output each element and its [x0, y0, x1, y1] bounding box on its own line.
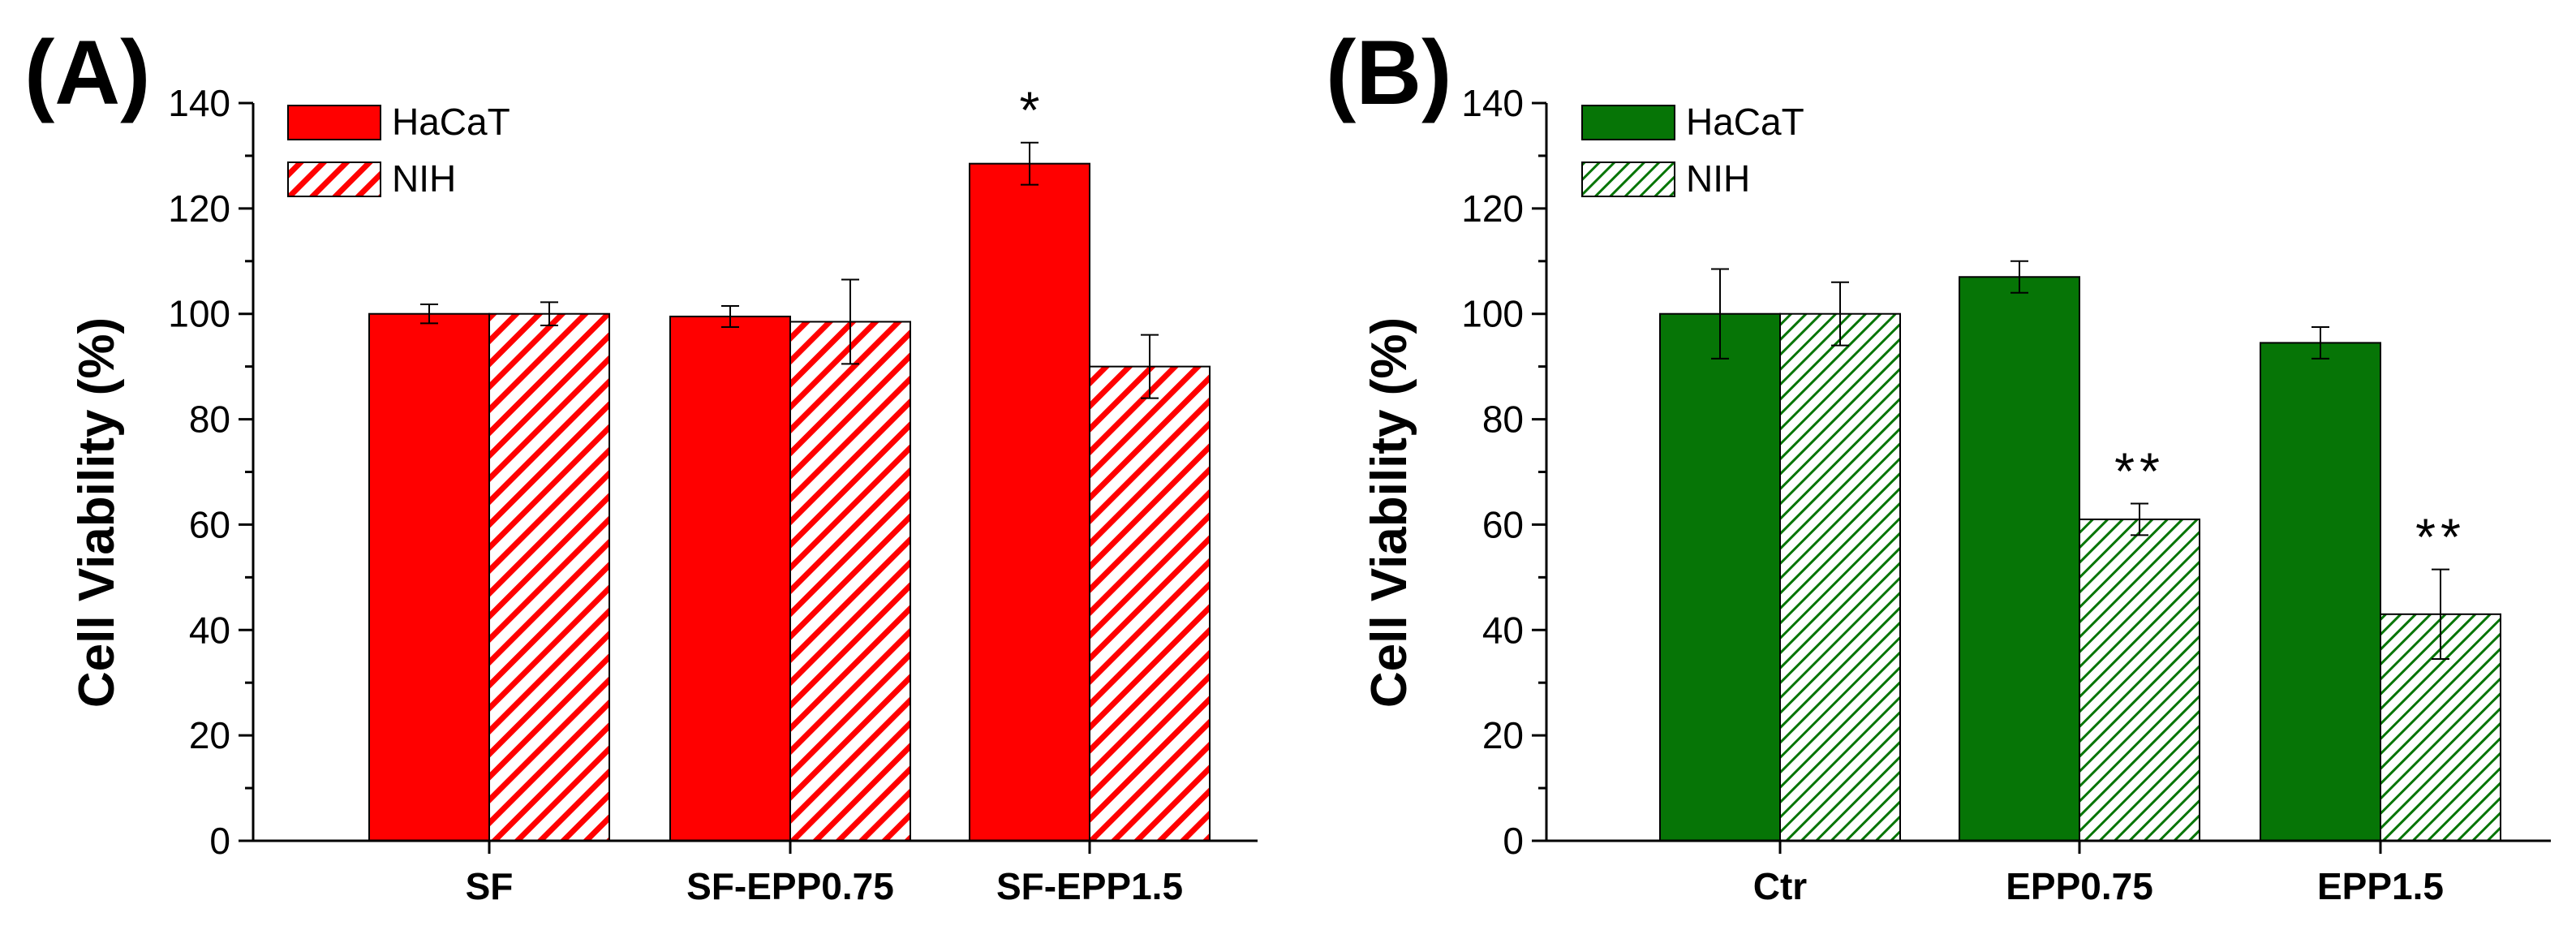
chart-panel-b: (B) ** ** 0 20 40 60 80 100 120 140 Ctr EPP0.75 EPP1.…	[1326, 22, 2551, 907]
y-tick-label: 60	[189, 503, 230, 545]
significance-marker: **	[2415, 508, 2466, 566]
panel-label: (A)	[24, 22, 150, 123]
legend-swatch-hacat	[287, 105, 381, 140]
error-bar	[1021, 141, 1039, 186]
error-bar	[540, 301, 558, 326]
error-bar	[841, 278, 859, 365]
y-tick-label: 0	[1503, 820, 1524, 862]
x-category-label: EPP0.75	[2006, 865, 2153, 907]
chart-panel-a: (A) * 0 20 40 60 80 100 120 140 SF SF-EPP0.75 SF-EPP…	[24, 22, 1258, 907]
error-bar	[1141, 334, 1159, 399]
y-tick-label: 20	[1482, 714, 1524, 756]
bar-hacat-1	[1959, 276, 2080, 842]
error-bar	[2010, 260, 2028, 294]
y-tick-label: 40	[1482, 609, 1524, 651]
legend-swatch-hacat	[1581, 105, 1675, 140]
legend: HaCaT NIH	[1581, 101, 1804, 200]
legend: HaCaT NIH	[287, 101, 510, 200]
bar-hacat-0	[368, 312, 490, 842]
error-bar	[721, 304, 739, 328]
y-axis-label: Cell Viability (%)	[69, 317, 125, 708]
error-bar	[2131, 502, 2148, 536]
error-bar	[2312, 325, 2329, 360]
bar-nih-1	[789, 321, 911, 842]
y-tick-label: 80	[189, 398, 230, 441]
legend-label-hacat: HaCaT	[1686, 101, 1804, 143]
panel-label: (B)	[1326, 22, 1451, 123]
significance-marker: **	[2114, 441, 2165, 500]
bar-nih-0	[1779, 312, 1901, 842]
bar-hacat-1	[669, 315, 791, 842]
y-tick-label: 80	[1482, 398, 1524, 441]
y-tick-label: 20	[189, 714, 230, 756]
bar-nih-1	[2079, 518, 2200, 842]
legend-swatch-nih	[287, 162, 381, 197]
y-tick-label: 40	[189, 609, 230, 651]
error-bar	[420, 304, 438, 325]
legend-label-nih: NIH	[1686, 157, 1750, 200]
y-tick-label: 120	[168, 187, 230, 230]
bar-hacat-2	[2260, 342, 2381, 842]
y-tick-label: 140	[1461, 82, 1524, 124]
y-axis-label: Cell Viability (%)	[1361, 317, 1417, 708]
bar-nih-0	[488, 312, 610, 842]
x-category-label: Ctr	[1753, 865, 1808, 907]
legend-label-hacat: HaCaT	[392, 101, 510, 143]
y-tick-label: 0	[209, 820, 230, 862]
error-bar	[2432, 568, 2449, 660]
y-tick-label: 100	[1461, 293, 1524, 335]
legend-swatch-nih	[1581, 162, 1675, 197]
x-category-label: SF-EPP0.75	[686, 865, 894, 907]
x-category-label: SF	[466, 865, 514, 907]
x-category-label: SF-EPP1.5	[996, 865, 1183, 907]
bar-nih-2	[1089, 365, 1211, 842]
legend-label-nih: NIH	[392, 157, 456, 200]
y-tick-label: 60	[1482, 503, 1524, 545]
significance-marker: *	[1020, 81, 1040, 140]
error-bar	[1831, 281, 1849, 347]
bar-hacat-0	[1659, 312, 1781, 842]
bar-hacat-2	[969, 162, 1090, 842]
y-tick-label: 100	[168, 293, 230, 335]
y-tick-label: 140	[168, 82, 230, 124]
y-tick-label: 120	[1461, 187, 1524, 230]
error-bar	[1711, 268, 1729, 360]
x-category-label: EPP1.5	[2317, 865, 2444, 907]
